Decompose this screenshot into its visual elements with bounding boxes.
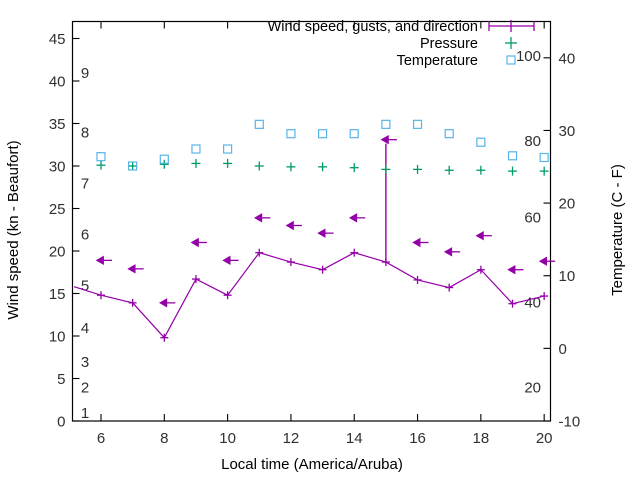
bottom-axis-ticks [100, 21, 545, 421]
pressure-scale-labels: 20 40 60 80 100 [516, 48, 541, 397]
temperature-point [254, 119, 264, 129]
gust-direction-arrow [475, 231, 484, 241]
bottom-tick-label: 14 [346, 430, 363, 447]
y2-axis-title: Temperature (C - F) [609, 164, 626, 296]
gust-direction-arrow [95, 255, 104, 266]
gust-direction-arrow [158, 298, 168, 308]
wind-speed-line [73, 252, 545, 339]
temperature-point [349, 129, 359, 139]
temperature-point [539, 152, 549, 163]
temperature-point [159, 154, 169, 164]
pressure-label: 20 [524, 380, 541, 397]
bottom-tick-label: 12 [283, 430, 300, 447]
series-wind-speed [73, 248, 549, 342]
gust-direction-arrow [443, 247, 453, 257]
left-tick-label: 5 [57, 371, 65, 388]
bottom-tick-label: 18 [473, 430, 490, 447]
legend: Wind speed, gusts, and direction Pressur… [268, 19, 535, 69]
plot-frame [71, 20, 552, 422]
left-tick-label: 15 [49, 286, 66, 303]
temperature-point [507, 151, 518, 161]
left-tick-label: 35 [49, 116, 66, 133]
series-gusts [95, 134, 556, 308]
legend-marker-wind[interactable] [488, 20, 535, 32]
left-tick-label: 40 [49, 74, 66, 91]
left-tick-label: 25 [49, 201, 66, 218]
beaufort-label: 4 [81, 320, 89, 337]
left-axis-tick-labels: 0 5 10 15 20 25 30 35 40 45 [49, 31, 66, 431]
left-tick-label: 10 [49, 329, 66, 346]
beaufort-label: 7 [81, 176, 89, 193]
beaufort-label: 8 [81, 125, 89, 142]
gust-direction-arrow [253, 213, 263, 223]
right-tick-label: 30 [559, 123, 576, 140]
series-temperature [96, 119, 549, 171]
beaufort-scale-labels: 1 2 3 4 5 6 7 8 9 [81, 65, 89, 422]
pressure-label: 60 [524, 210, 541, 227]
pressure-label: 80 [524, 133, 541, 150]
right-tick-label: -10 [559, 414, 581, 431]
gust-direction-arrow [190, 237, 199, 248]
series-layer [73, 119, 556, 342]
legend-label-wind[interactable]: Wind speed, gusts, and direction [268, 19, 478, 35]
gust-direction-arrow [412, 237, 421, 248]
beaufort-label: 3 [81, 354, 89, 371]
beaufort-label: 5 [81, 278, 89, 295]
gust-direction-arrow [348, 213, 358, 223]
temperature-point [412, 119, 423, 129]
x-axis-title: Local time (America/Aruba) [221, 456, 403, 473]
pressure-label: 100 [516, 48, 541, 65]
beaufort-label: 1 [81, 405, 89, 422]
temperature-point [223, 144, 233, 154]
gust-direction-arrow [127, 264, 136, 274]
left-tick-label: 45 [49, 31, 66, 48]
bottom-tick-label: 8 [160, 430, 168, 447]
right-tick-label: 0 [559, 341, 567, 358]
bottom-tick-label: 16 [409, 430, 426, 447]
gust-direction-arrow [538, 256, 548, 266]
gust-direction-arrow [285, 220, 294, 231]
left-tick-label: 30 [49, 159, 66, 176]
temperature-point [128, 161, 138, 171]
left-tick-label: 0 [57, 414, 65, 431]
right-axis-ticks [543, 57, 551, 422]
right-axis-tick-labels: -10 0 10 20 30 40 [559, 50, 581, 430]
bottom-tick-label: 10 [219, 430, 236, 447]
gust-direction-arrow [380, 134, 389, 145]
series-pressure [96, 158, 549, 176]
left-tick-label: 20 [49, 244, 66, 261]
bottom-tick-label: 20 [536, 430, 553, 447]
temperature-point [96, 152, 106, 162]
bottom-tick-label: 6 [97, 430, 105, 447]
y-axis-title: Wind speed (kn - Beaufort) [5, 140, 22, 319]
pressure-label: 40 [524, 295, 541, 312]
temperature-point [191, 144, 201, 154]
legend-marker-temperature[interactable] [506, 55, 516, 65]
right-tick-label: 10 [559, 268, 576, 285]
temperature-point [476, 137, 486, 147]
legend-marker-pressure[interactable] [505, 37, 517, 49]
plot-border [71, 20, 552, 422]
right-tick-label: 20 [559, 196, 576, 213]
temperature-point [317, 129, 328, 139]
gust-direction-arrow [222, 255, 231, 266]
left-axis-ticks [72, 37, 80, 422]
gust-direction-arrow [507, 265, 516, 275]
temperature-point [286, 129, 296, 139]
beaufort-label: 2 [81, 380, 89, 397]
bottom-axis-tick-labels: 6 8 10 12 14 16 18 20 [97, 430, 553, 447]
right-tick-label: 40 [559, 50, 576, 67]
beaufort-label: 6 [81, 227, 89, 244]
legend-label-pressure[interactable]: Pressure [420, 36, 478, 52]
legend-label-temperature[interactable]: Temperature [397, 53, 478, 69]
temperature-point [444, 129, 454, 139]
temperature-point [381, 119, 391, 129]
gust-direction-arrow [317, 228, 326, 238]
beaufort-label: 9 [81, 65, 89, 82]
